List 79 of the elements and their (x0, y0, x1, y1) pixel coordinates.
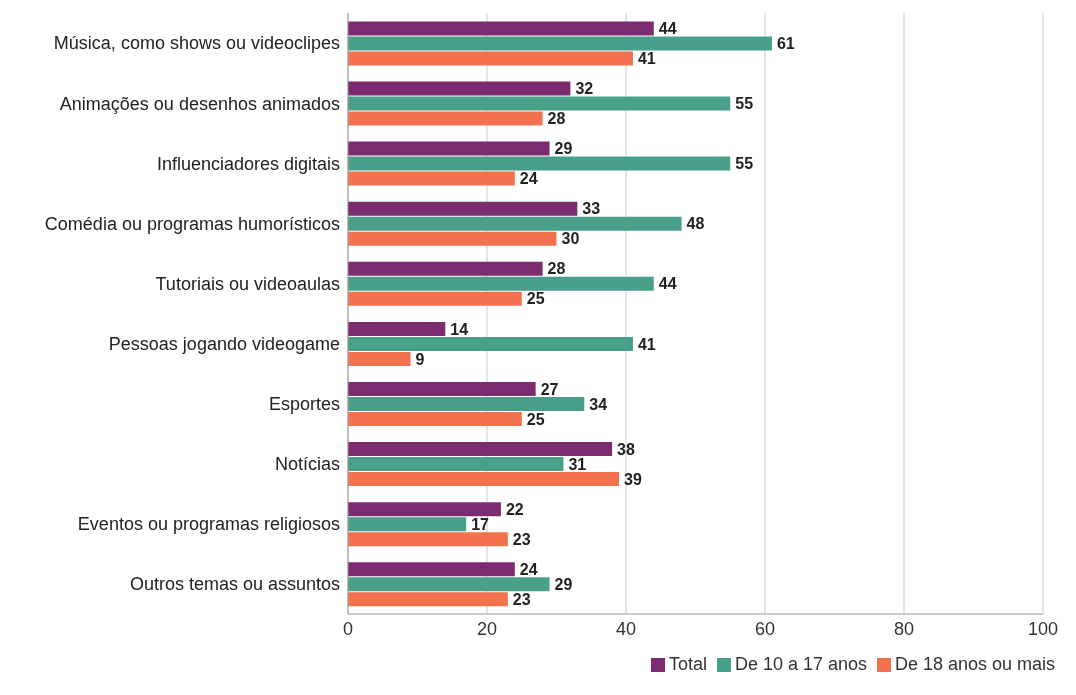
bar (348, 201, 578, 216)
bar (348, 261, 543, 276)
bar (348, 592, 508, 607)
legend-label: De 18 anos ou mais (895, 654, 1056, 674)
bar (348, 321, 446, 336)
bar (348, 562, 515, 577)
data-label: 34 (589, 395, 608, 413)
bar (348, 141, 550, 156)
data-label: 38 (617, 440, 635, 458)
data-label: 23 (512, 530, 531, 548)
data-label: 27 (540, 380, 559, 398)
x-tick-label: 60 (754, 618, 776, 639)
data-label: 23 (512, 590, 531, 608)
y-tick-label: Animações ou desenhos animados (59, 93, 340, 114)
y-tick-label: Outros temas ou assuntos (129, 574, 340, 595)
x-tick-label: 20 (476, 618, 498, 639)
data-label: 29 (554, 575, 573, 593)
bar (348, 111, 543, 126)
bar (348, 382, 536, 397)
bar (348, 156, 731, 171)
y-tick-label: Notícias (274, 454, 340, 475)
x-tick-label: 100 (1027, 618, 1059, 639)
data-label: 33 (582, 200, 601, 218)
bar (348, 36, 772, 51)
data-label: 28 (547, 260, 566, 278)
y-tick-label: Influenciadores digitais (156, 153, 340, 174)
bar (348, 216, 682, 231)
bar (348, 351, 411, 366)
bar (348, 577, 550, 592)
data-label: 55 (735, 95, 754, 113)
data-label: 39 (624, 470, 642, 488)
bar (348, 276, 654, 291)
y-tick-label: Comédia ou programas humorísticos (44, 213, 340, 234)
data-label: 48 (686, 215, 705, 233)
bar (348, 517, 467, 532)
data-label: 24 (519, 560, 538, 578)
y-tick-label: Música, como shows ou videoclipes (53, 33, 340, 54)
y-tick-label: Tutoriais ou videoaulas (155, 273, 340, 294)
bar (348, 336, 633, 351)
x-tick-label: 80 (893, 618, 915, 639)
data-label: 22 (505, 500, 524, 518)
y-tick-label: Pessoas jogando videogame (108, 333, 340, 354)
data-label: 41 (637, 50, 656, 68)
bar (348, 397, 585, 412)
data-label: 55 (735, 155, 754, 173)
bar (348, 412, 522, 427)
bar (348, 171, 515, 186)
legend-label: Total (668, 654, 707, 674)
data-label: 31 (568, 455, 587, 473)
bar (348, 502, 501, 517)
bar (348, 457, 564, 472)
data-label: 28 (547, 110, 566, 128)
data-label: 41 (637, 335, 656, 353)
y-tick-label: Esportes (268, 394, 340, 415)
legend-label: De 10 a 17 anos (734, 654, 868, 674)
data-label: 25 (526, 290, 545, 308)
data-label: 61 (776, 35, 795, 53)
data-label: 32 (575, 80, 594, 98)
data-label: 30 (561, 230, 580, 248)
data-label: 14 (450, 320, 469, 338)
x-tick-label: 0 (342, 618, 354, 639)
data-label: 25 (526, 410, 545, 428)
bar (348, 96, 731, 111)
bar (348, 442, 613, 457)
data-label: 17 (471, 515, 490, 533)
y-tick-label: Eventos ou programas religiosos (77, 514, 340, 535)
bar (348, 81, 571, 96)
x-tick-label: 40 (615, 618, 637, 639)
bar (348, 472, 620, 487)
bar (348, 231, 557, 246)
data-label: 29 (554, 140, 573, 158)
bar (348, 532, 508, 547)
bar (348, 21, 654, 36)
bar (348, 51, 633, 66)
data-label: 24 (519, 170, 538, 188)
data-label: 9 (415, 350, 425, 368)
data-label: 44 (658, 275, 677, 293)
data-label: 44 (658, 20, 677, 38)
bar (348, 291, 522, 306)
